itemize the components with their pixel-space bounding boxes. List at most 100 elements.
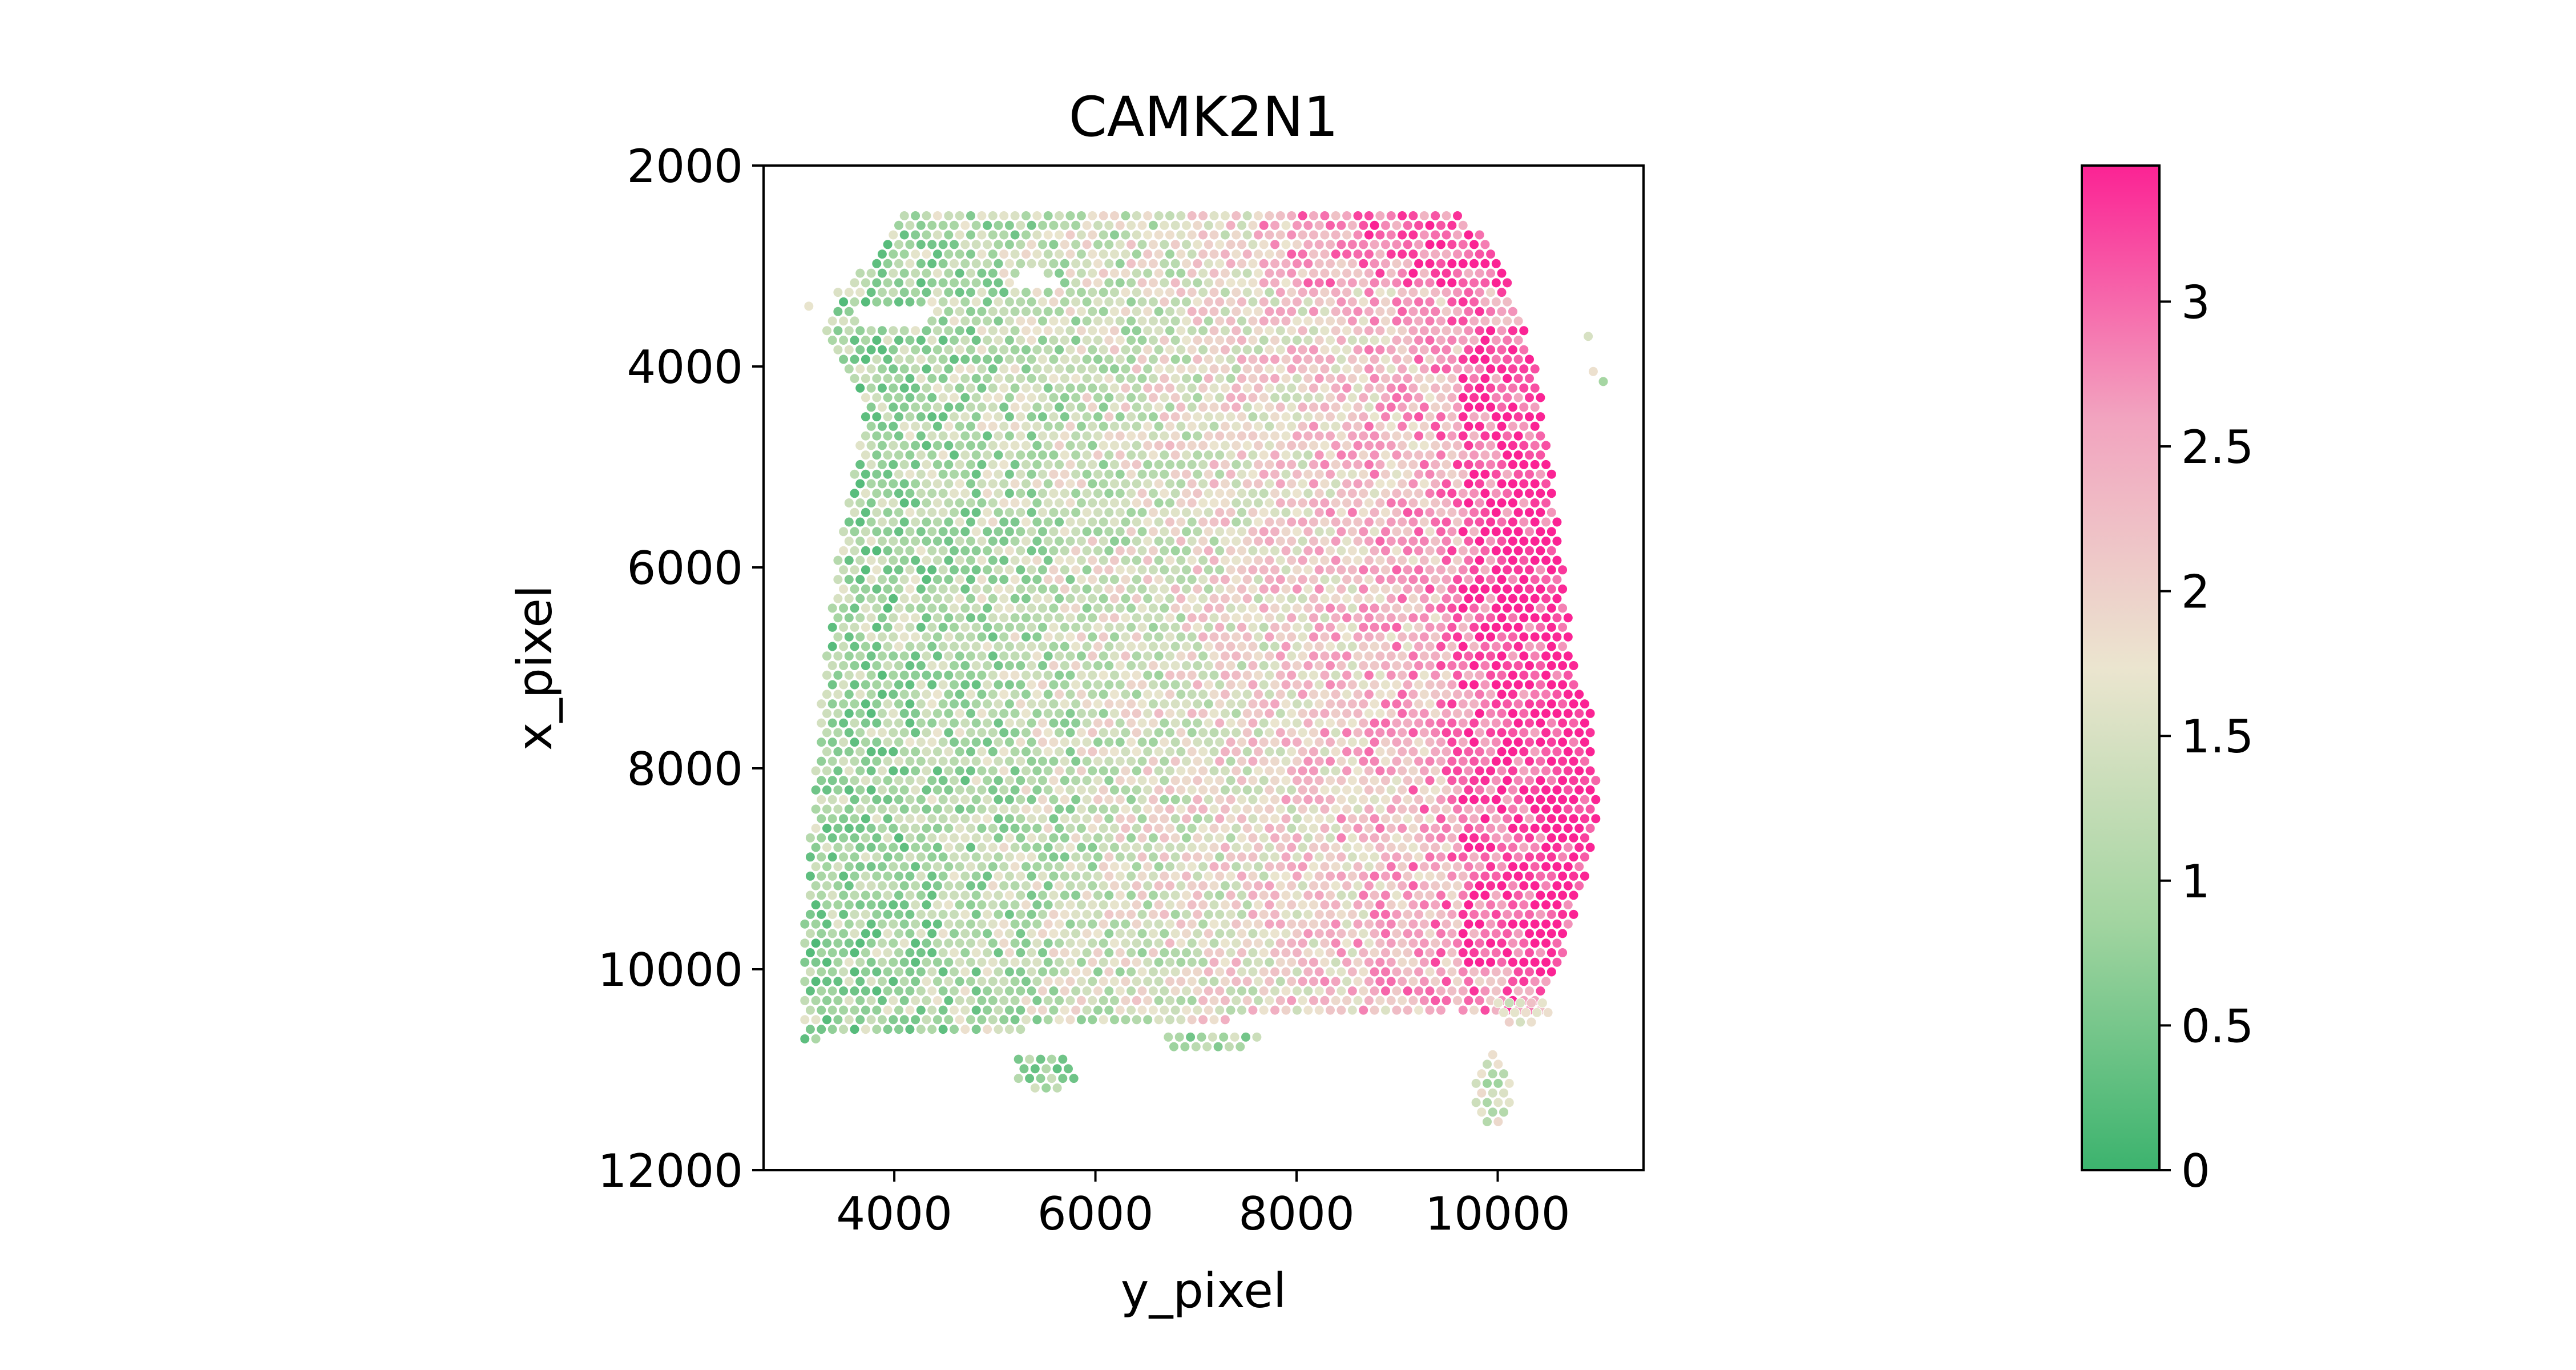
expression-spot <box>932 612 943 623</box>
expression-spot <box>932 248 943 260</box>
expression-spot <box>854 746 866 757</box>
expression-spot <box>1048 603 1059 614</box>
expression-spot <box>1186 555 1197 566</box>
expression-spot <box>1214 756 1225 767</box>
expression-spot <box>932 593 943 604</box>
expression-spot <box>899 899 910 910</box>
expression-spot <box>987 421 999 432</box>
expression-spot <box>1010 765 1020 776</box>
expression-spot <box>1258 545 1269 557</box>
expression-spot <box>1076 229 1087 240</box>
expression-spot <box>1540 861 1552 872</box>
expression-spot <box>1120 746 1131 757</box>
expression-spot <box>1197 650 1209 662</box>
expression-spot <box>1325 220 1336 231</box>
expression-spot <box>1336 622 1347 633</box>
expression-spot <box>1225 660 1236 671</box>
expression-spot <box>1297 535 1308 547</box>
expression-spot <box>1104 507 1115 518</box>
expression-spot <box>1236 622 1247 633</box>
expression-spot <box>1065 306 1076 317</box>
expression-spot <box>1419 325 1430 336</box>
expression-spot <box>1424 641 1435 652</box>
expression-spot <box>854 440 866 451</box>
expression-spot <box>1579 832 1590 844</box>
expression-spot <box>1524 813 1535 824</box>
expression-spot <box>1225 545 1236 557</box>
expression-spot <box>1413 890 1424 901</box>
expression-spot <box>816 832 827 844</box>
expression-spot <box>1236 277 1247 288</box>
expression-spot <box>960 411 971 422</box>
expression-spot <box>915 354 927 365</box>
expression-spot <box>960 756 971 767</box>
expression-spot <box>932 727 943 738</box>
expression-spot <box>1043 535 1053 547</box>
expression-spot <box>1568 813 1579 824</box>
expression-spot <box>1253 746 1264 757</box>
expression-spot <box>1053 497 1065 509</box>
expression-spot <box>1264 325 1275 336</box>
expression-spot <box>1214 660 1225 671</box>
expression-spot <box>1552 650 1562 662</box>
expression-spot <box>960 622 971 633</box>
expression-spot <box>1501 775 1513 786</box>
expression-spot <box>1004 411 1015 422</box>
expression-spot <box>882 756 893 767</box>
expression-spot <box>954 402 965 413</box>
expression-spot <box>1363 248 1375 260</box>
expression-spot <box>932 402 943 413</box>
expression-spot <box>1098 325 1109 336</box>
expression-spot <box>960 718 971 728</box>
expression-spot <box>1562 842 1573 853</box>
expression-spot <box>1480 852 1491 863</box>
expression-spot <box>1153 574 1164 585</box>
expression-spot <box>1258 239 1269 250</box>
expression-spot <box>1452 842 1463 853</box>
expression-spot <box>1087 555 1098 566</box>
expression-spot <box>1231 535 1242 547</box>
expression-spot <box>1048 852 1059 863</box>
expression-spot <box>1286 574 1297 585</box>
expression-spot <box>882 258 893 269</box>
expression-spot <box>993 909 1004 920</box>
expression-spot <box>971 488 982 499</box>
expression-spot <box>1170 449 1181 461</box>
expression-spot <box>915 469 927 480</box>
expression-spot <box>943 229 954 240</box>
expression-spot <box>1557 890 1568 901</box>
expression-spot <box>1010 248 1020 260</box>
expression-spot <box>1529 727 1540 738</box>
expression-spot <box>1247 565 1258 575</box>
expression-spot <box>1214 430 1225 441</box>
expression-spot <box>926 545 938 557</box>
expression-spot <box>1159 641 1170 652</box>
expression-spot <box>1352 650 1363 662</box>
expression-spot <box>843 727 855 738</box>
expression-spot <box>888 555 899 566</box>
expression-spot <box>1098 478 1109 489</box>
expression-spot <box>877 593 888 604</box>
expression-spot <box>1573 784 1585 796</box>
expression-spot <box>1396 440 1408 451</box>
expression-spot <box>899 344 910 355</box>
expression-spot <box>1363 382 1375 394</box>
expression-spot <box>1148 622 1159 633</box>
expression-spot <box>882 794 893 805</box>
expression-spot <box>833 861 843 872</box>
expression-spot <box>1159 852 1170 863</box>
expression-spot <box>1308 765 1319 776</box>
expression-spot <box>1258 698 1269 710</box>
expression-spot <box>1043 918 1053 929</box>
expression-spot <box>982 928 993 939</box>
expression-spot <box>1424 335 1435 346</box>
expression-spot <box>1131 765 1142 776</box>
expression-spot <box>926 852 938 863</box>
expression-spot <box>1291 239 1303 250</box>
expression-spot <box>1441 325 1452 336</box>
expression-spot <box>1131 804 1142 815</box>
expression-spot <box>1053 650 1065 662</box>
expression-spot <box>905 583 915 595</box>
expression-spot <box>1452 421 1463 432</box>
expression-spot <box>1552 631 1562 642</box>
